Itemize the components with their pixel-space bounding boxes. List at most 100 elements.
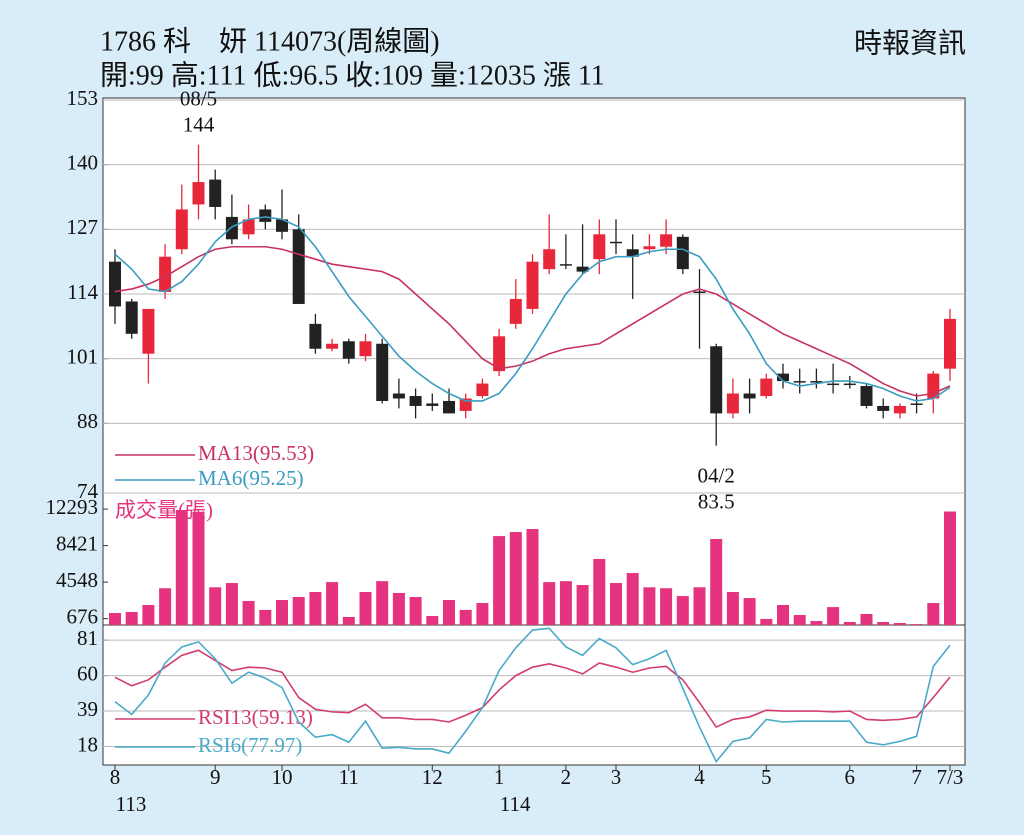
volume-bar <box>426 616 439 625</box>
x-tick-label: 9 <box>210 765 221 789</box>
volume-bar <box>877 621 890 625</box>
source: 時報資訊 <box>854 27 966 59</box>
volume-bar <box>242 600 255 625</box>
series-line <box>114 649 951 729</box>
candle-body <box>476 383 489 396</box>
volume-bar <box>192 511 205 625</box>
x-tick-label: 10 <box>272 765 293 789</box>
candle-body <box>426 403 439 406</box>
volume-bar <box>392 592 405 625</box>
volume-bar <box>443 600 455 625</box>
candle-body <box>242 219 255 235</box>
candle-body <box>125 301 138 334</box>
x-tick-label: 4 <box>694 765 705 789</box>
candle-body <box>660 234 673 247</box>
y-tick-label: 153 <box>67 86 99 110</box>
series-line <box>114 627 951 764</box>
x-tick-label: 1 <box>494 765 505 789</box>
title: 1786 科 妍 114073(周線圖) <box>100 25 440 57</box>
volume-bar <box>793 615 806 625</box>
candle-body <box>710 346 723 414</box>
candle-body <box>109 261 121 307</box>
candle-body <box>292 229 305 304</box>
volume-bar <box>676 596 689 625</box>
y-tick-label: 88 <box>77 409 98 433</box>
volume-bar <box>109 613 121 625</box>
candle-body <box>910 403 923 405</box>
volume-bar <box>175 509 188 625</box>
y-tick-label: 81 <box>77 626 98 650</box>
x-tick-label: 8 <box>110 765 121 789</box>
volume-bar <box>559 581 572 625</box>
volume-bar <box>142 605 155 625</box>
candle-body <box>376 343 389 401</box>
candle-body <box>509 298 522 324</box>
candle-body <box>225 216 238 240</box>
annotation-date: 04/2 <box>698 464 735 488</box>
volume-bar <box>810 621 823 625</box>
plot-frame <box>102 97 966 766</box>
candle-body <box>777 373 789 382</box>
volume-bar <box>643 587 656 625</box>
volume-bar <box>843 621 856 625</box>
x-tick-label: 12 <box>422 765 443 789</box>
volume-bar <box>326 582 339 625</box>
volume-bar <box>509 532 522 625</box>
y-tick-label: 12293 <box>46 495 99 519</box>
candle-body <box>309 323 322 349</box>
volume-bar <box>760 618 773 625</box>
candle-body <box>543 249 556 270</box>
y-tick-label: 114 <box>67 280 98 304</box>
candle-body <box>493 336 506 372</box>
candle-body <box>827 383 840 386</box>
x-tick-label: 3 <box>611 765 622 789</box>
x-tick-label: 5 <box>761 765 772 789</box>
volume-bar <box>209 587 222 625</box>
candle-body <box>392 393 405 399</box>
x-year-label: 113 <box>116 792 147 816</box>
candle-body <box>276 219 288 232</box>
volume-bar <box>342 616 355 625</box>
x-tick-label: 7/3 <box>937 765 964 789</box>
x-tick-label: 2 <box>561 765 572 789</box>
volume-bar <box>927 603 940 625</box>
annotation-value: 83.5 <box>698 490 735 514</box>
candle-body <box>860 386 873 406</box>
volume-bar <box>259 609 272 625</box>
candle-body <box>175 209 188 250</box>
y-tick-label: 8421 <box>56 531 98 555</box>
volume-bar <box>476 603 489 625</box>
x-year-label: 114 <box>500 792 531 816</box>
summary: 開:99 高:111 低:96.5 收:109 量:12035 漲 11 <box>100 59 605 91</box>
volume-bar <box>309 592 322 625</box>
y-tick-label: 39 <box>77 697 98 721</box>
annotation-value: 144 <box>183 113 215 137</box>
candle-body <box>142 308 155 354</box>
legend-label: RSI6(77.97) <box>198 733 302 757</box>
volume-bar <box>493 536 506 625</box>
volume-bar <box>726 592 739 625</box>
volume-bar <box>743 598 756 625</box>
y-tick-label: 127 <box>67 215 99 239</box>
volume-bar <box>459 609 472 625</box>
candle-body <box>593 234 606 260</box>
x-tick-label: 7 <box>911 765 922 789</box>
annotation-date: 08/5 <box>180 87 217 111</box>
y-tick-label: 60 <box>77 661 98 685</box>
volume-bar <box>225 583 238 625</box>
volume-bar <box>944 511 956 625</box>
candle-body <box>643 246 656 250</box>
candle-body <box>760 378 773 396</box>
candle-body <box>843 383 856 386</box>
volume-bar <box>693 587 706 625</box>
y-tick-label: 74 <box>77 479 99 503</box>
candle-body <box>326 343 339 349</box>
volume-bar <box>409 596 422 625</box>
candle-body <box>810 381 823 383</box>
candle-body <box>359 341 372 357</box>
volume-bar <box>359 592 372 625</box>
candle-body <box>159 256 172 293</box>
legend-label: MA13(95.53) <box>198 441 314 465</box>
candle-body <box>559 264 572 266</box>
